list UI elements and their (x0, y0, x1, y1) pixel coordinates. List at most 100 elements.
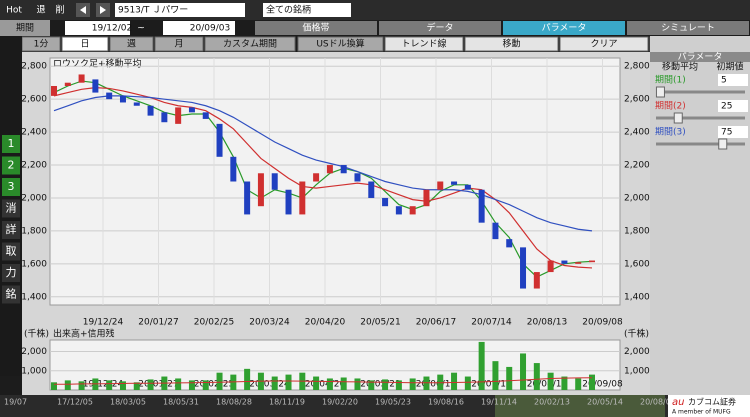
side-button[interactable] (2, 135, 20, 153)
side-button[interactable] (2, 285, 20, 304)
volume-bar (64, 380, 71, 390)
volume-bar (561, 376, 568, 390)
universe-select[interactable] (263, 3, 351, 17)
slider-thumb[interactable] (655, 86, 665, 98)
side-label: 銘 (6, 287, 17, 301)
x-tick-label-vol: 20/09/08 (582, 380, 623, 390)
from-date-input[interactable] (65, 21, 130, 35)
timeline-label: 19/08/16 (428, 398, 464, 407)
timeline-label: 19/05/23 (375, 398, 411, 407)
logo-member: A member of MUFG (672, 409, 731, 416)
side-button[interactable] (2, 264, 20, 282)
volume-bar (423, 376, 430, 390)
credit-line (54, 377, 593, 385)
timeline-label: 18/03/05 (110, 398, 146, 407)
period-button[interactable] (109, 36, 154, 52)
y-tick-label: 2,200 (21, 161, 47, 171)
volume-bar (188, 380, 195, 390)
volume-bar (395, 380, 402, 390)
volume-bar (285, 374, 292, 390)
side-label: 消 (6, 201, 17, 215)
timeline-label: 18/05/31 (163, 398, 199, 407)
side-label: 力 (6, 266, 17, 279)
candle (533, 272, 540, 289)
volume-bar (271, 376, 278, 390)
period-label: 期間 (16, 23, 34, 34)
side-label: 2 (8, 159, 15, 172)
volume-bar (119, 381, 126, 390)
back-button[interactable]: 退 (36, 5, 45, 16)
side-button[interactable] (2, 199, 20, 218)
period-label-bg (0, 20, 50, 36)
timeline-window[interactable] (495, 395, 665, 417)
candle (216, 123, 223, 157)
y-tick-label: 1,400 (21, 292, 47, 302)
tab[interactable] (503, 21, 625, 35)
symbol-input[interactable] (115, 3, 245, 17)
candle (354, 173, 361, 182)
candle (492, 222, 499, 240)
candle (423, 189, 430, 207)
moving-average (53, 95, 593, 232)
tab[interactable] (255, 21, 377, 35)
param-input[interactable] (718, 126, 748, 138)
x-tick-label: 20/09/08 (582, 318, 623, 328)
hot-button[interactable]: Hot (6, 6, 22, 16)
slider-thumb[interactable] (718, 138, 728, 150)
volume-bar (216, 372, 223, 390)
y-tick-label-right: 1,600 (624, 259, 650, 269)
period-button[interactable] (61, 36, 109, 52)
period-button[interactable] (384, 36, 464, 52)
x-tick-label-vol: 20/06/17 (416, 380, 456, 390)
side-button[interactable] (2, 156, 20, 175)
volume-bar (409, 378, 416, 390)
param-input[interactable] (718, 100, 748, 112)
timeline-label: 19/11/14 (481, 398, 517, 407)
volume-bar (506, 366, 513, 390)
slider-thumb[interactable] (673, 112, 683, 124)
x-tick-label-vol: 20/02/25 (194, 380, 234, 390)
y-tick-label-right: 2,800 (624, 62, 650, 72)
y-tick-label: 2,800 (21, 62, 47, 72)
period-button[interactable] (204, 36, 296, 52)
delete-button[interactable]: 削 (55, 4, 64, 16)
param-value: 5 (721, 76, 727, 86)
volume-bar (478, 341, 485, 390)
x-tick-label-vol: 20/03/24 (249, 380, 290, 390)
volume-bar (106, 380, 113, 390)
period-button[interactable] (154, 36, 204, 52)
candle (188, 107, 195, 113)
volume-bar (78, 381, 85, 390)
volume-title: 出来高+信用残 (53, 328, 115, 340)
tab-label: データ (426, 22, 453, 34)
side-button[interactable] (2, 242, 20, 261)
candle (395, 206, 402, 215)
candle (340, 165, 347, 174)
side-button[interactable] (2, 178, 20, 196)
candle (382, 197, 389, 207)
toolbar (0, 0, 750, 20)
x-tick-label: 20/03/24 (249, 318, 290, 328)
period-button[interactable] (559, 36, 649, 52)
next-icon (100, 6, 106, 14)
side-button[interactable] (2, 221, 20, 239)
candle (368, 181, 375, 198)
param-input[interactable] (718, 74, 748, 86)
period-button[interactable] (297, 36, 384, 52)
candle (451, 181, 458, 185)
to-date-input[interactable] (163, 21, 235, 35)
volume-bar (326, 378, 333, 390)
tab[interactable] (379, 21, 501, 35)
volume-bar (464, 376, 471, 390)
volume-bar (492, 361, 499, 390)
y-tick-label: 2,600 (21, 95, 47, 105)
candle (285, 189, 292, 215)
moving-average (53, 80, 593, 278)
period-button[interactable] (464, 36, 559, 52)
side-label: 詳 (6, 222, 17, 236)
panel-title: パラメータ (678, 52, 723, 63)
y-tick-label-right: 2,200 (624, 161, 650, 171)
tab[interactable] (627, 21, 749, 35)
candle (106, 92, 113, 100)
